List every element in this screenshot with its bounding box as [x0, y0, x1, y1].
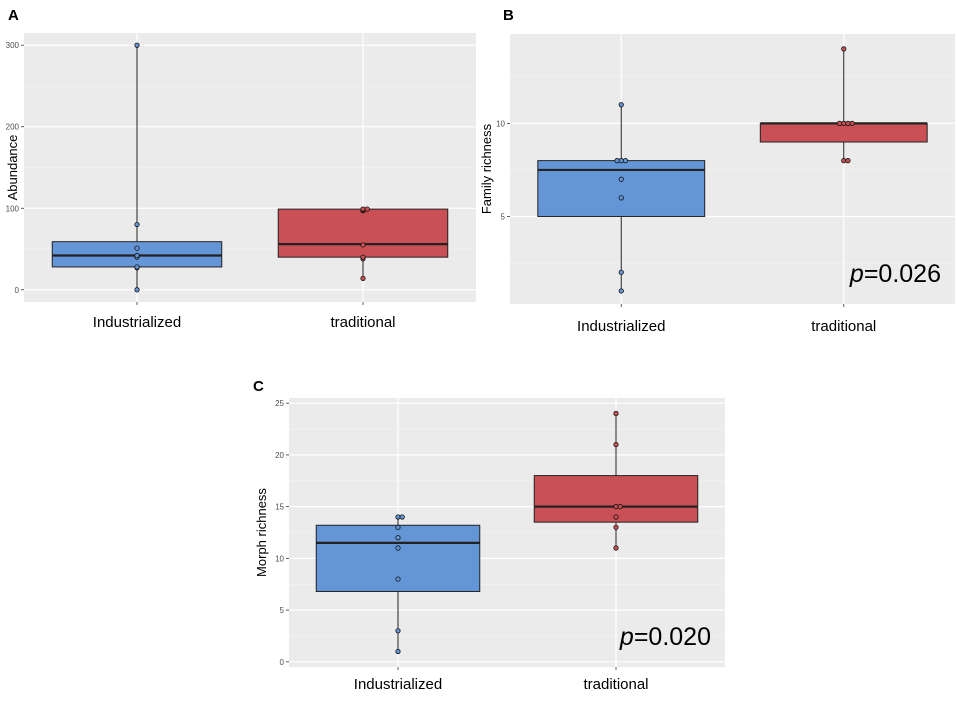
panel-label: A [8, 7, 19, 24]
y-axis-title: Abundance [5, 135, 20, 201]
data-point [622, 158, 629, 164]
data-point [395, 576, 401, 582]
box-industrialized [537, 102, 706, 294]
box-industrialized [315, 514, 481, 655]
y-axis-title: Morph richness [254, 488, 269, 577]
y-tick-label: 5 [501, 212, 506, 221]
data-point [618, 158, 624, 164]
box-traditional [533, 410, 699, 551]
data-point [841, 120, 847, 126]
y-tick-label: 0 [280, 658, 285, 667]
data-point [134, 287, 140, 293]
y-tick-label: 200 [6, 123, 20, 132]
data-point [618, 102, 624, 108]
box-iqr [277, 208, 449, 258]
data-point [618, 288, 624, 294]
data-point [360, 206, 366, 212]
p-value-number: =0.026 [864, 260, 941, 288]
panel-c: C 0 5 10 15 20 25 Industrialized traditional Morp… [253, 378, 725, 693]
x-tick-label: Industrialized [93, 314, 181, 331]
data-point [134, 221, 140, 228]
box-industrialized [51, 42, 223, 293]
y-tick-label: 10 [496, 119, 505, 128]
panel-label: B [503, 7, 514, 24]
y-axis-title: Family richness [479, 123, 494, 214]
data-point [360, 254, 366, 260]
y-tick-label: 15 [275, 503, 284, 512]
box-iqr [759, 122, 928, 143]
data-point [618, 269, 624, 275]
data-point [613, 410, 619, 417]
data-point [395, 514, 401, 520]
y-tick-label: 20 [275, 451, 284, 460]
p-value: p=0.020 [619, 623, 711, 651]
p-value-symbol: p [849, 260, 864, 288]
data-point [399, 514, 405, 520]
data-point [613, 545, 619, 551]
data-point [395, 524, 401, 530]
p-value-number: =0.020 [634, 623, 711, 651]
x-tick-label: traditional [583, 676, 648, 693]
data-point [841, 46, 847, 52]
data-point [613, 504, 619, 510]
data-point [841, 158, 847, 164]
data-point [845, 120, 851, 126]
data-point [613, 441, 619, 448]
x-tick-label: Industrialized [577, 318, 665, 335]
data-point [836, 120, 843, 126]
x-tick-label: traditional [811, 318, 876, 335]
x-tick-label: Industrialized [354, 676, 442, 693]
p-value-symbol: p [619, 623, 634, 651]
data-point [849, 120, 855, 126]
data-point [395, 535, 401, 541]
data-point [395, 648, 401, 655]
p-value: p=0.026 [849, 260, 941, 288]
y-tick-label: 25 [275, 399, 284, 408]
data-point [360, 275, 366, 281]
y-tick-label: 10 [275, 554, 284, 563]
box-traditional [759, 46, 928, 164]
data-point [134, 264, 140, 270]
y-tick-label: 300 [6, 41, 20, 50]
data-point [613, 524, 619, 530]
data-point [618, 176, 624, 182]
x-tick-label: traditional [330, 314, 395, 331]
y-tick-label: 0 [15, 286, 20, 295]
box-traditional [277, 206, 449, 281]
data-point [618, 195, 624, 201]
data-point [845, 158, 851, 164]
data-point [613, 514, 619, 520]
data-point [360, 242, 366, 248]
data-point [395, 545, 401, 551]
data-point [617, 504, 623, 510]
panel-b: B 5 10 Industrialized traditional Family rich… [479, 7, 955, 335]
y-tick-label: 100 [6, 204, 20, 213]
panel-label: C [253, 378, 264, 395]
y-tick-label: 5 [280, 606, 285, 615]
data-point [364, 206, 370, 212]
data-point [614, 158, 620, 164]
panel-a: A 0 100 200 300 Industrialized traditional Abun… [5, 7, 476, 331]
data-point [134, 252, 140, 259]
data-point [134, 42, 140, 48]
data-point [134, 245, 140, 251]
data-point [395, 628, 401, 634]
